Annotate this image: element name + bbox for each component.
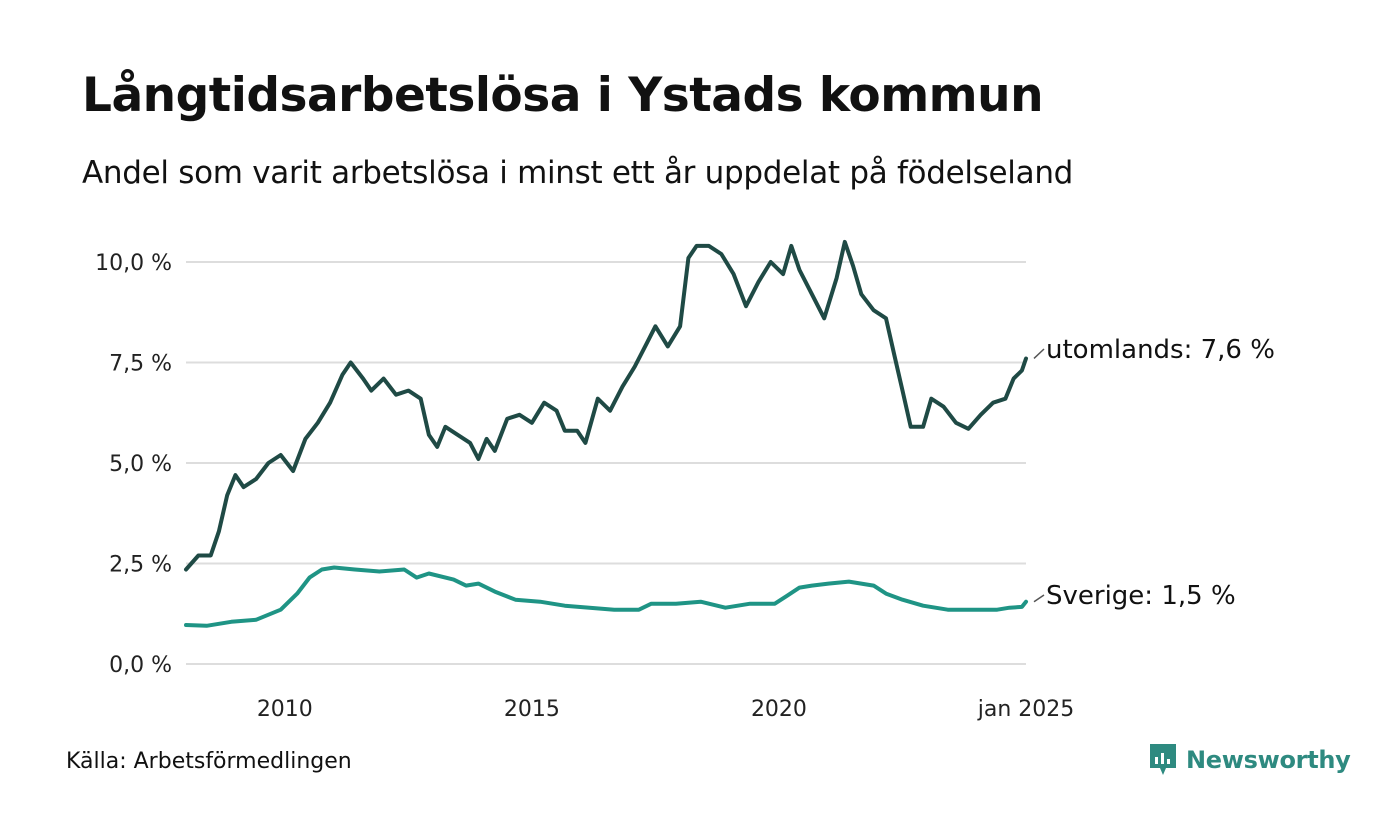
x-tick-label: jan 2025 — [977, 697, 1075, 722]
y-tick-label: 10,0 % — [95, 251, 172, 276]
y-tick-label: 2,5 % — [109, 553, 172, 578]
x-axis-ticks: 2010 2015 2020 jan 2025 — [257, 697, 1074, 722]
y-axis-ticks: 0,0 % 2,5 % 5,0 % 7,5 % 10,0 % — [95, 251, 172, 678]
series-line-sverige — [184, 565, 1028, 628]
end-label-connector — [1033, 594, 1045, 603]
chart-title: Långtidsarbetslösa i Ystads kommun — [82, 68, 1044, 123]
end-labels: utomlands: 7,6 % Sverige: 1,5 % — [1033, 335, 1275, 611]
brand-name: Newsworthy — [1186, 746, 1351, 774]
y-tick-label: 7,5 % — [109, 352, 172, 377]
newsworthy-logo-icon — [1150, 744, 1176, 775]
x-tick-label: 2015 — [504, 697, 560, 722]
x-tick-label: 2010 — [257, 697, 313, 722]
end-label-utomlands: utomlands: 7,6 % — [1046, 335, 1275, 365]
x-tick-label: 2020 — [751, 697, 807, 722]
end-label-connector — [1033, 348, 1045, 360]
y-tick-label: 5,0 % — [109, 452, 172, 477]
y-tick-label: 0,0 % — [109, 653, 172, 678]
grid-layer — [186, 261, 1026, 665]
chart-subtitle: Andel som varit arbetslösa i minst ett å… — [82, 155, 1074, 191]
series-line-utomlands — [184, 239, 1028, 572]
brand-logo[interactable]: Newsworthy — [1148, 742, 1351, 778]
source-note: Källa: Arbetsförmedlingen — [66, 749, 352, 774]
series-layer — [184, 239, 1028, 628]
end-label-sverige: Sverige: 1,5 % — [1046, 581, 1236, 611]
